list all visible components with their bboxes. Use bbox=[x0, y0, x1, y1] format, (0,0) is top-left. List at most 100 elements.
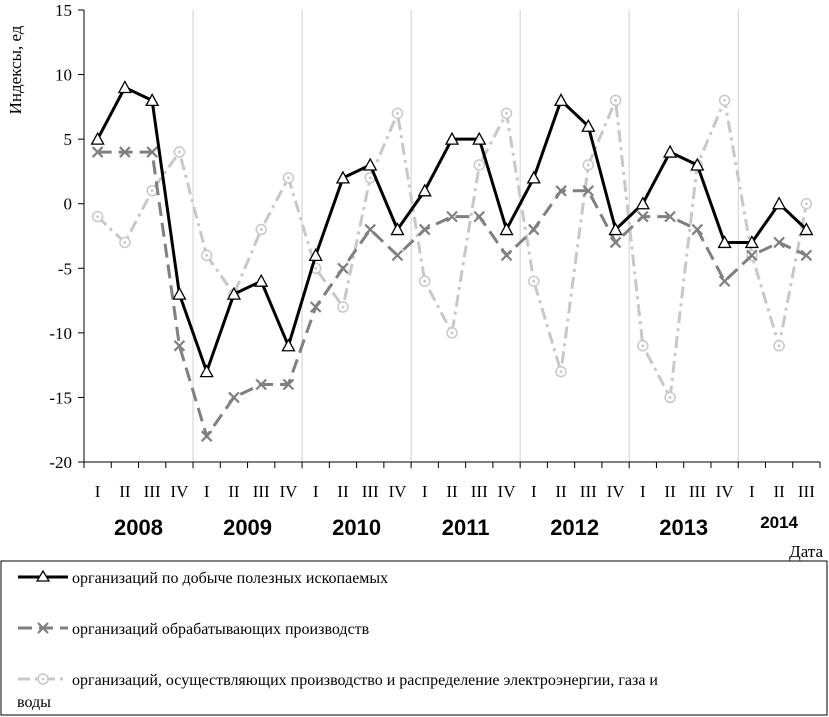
year-label: 2008 bbox=[114, 515, 163, 540]
data-point bbox=[691, 223, 704, 236]
data-point bbox=[308, 248, 323, 262]
data-point bbox=[690, 157, 705, 171]
x-tick-label: II bbox=[664, 482, 676, 501]
data-point bbox=[553, 93, 569, 107]
data-point bbox=[146, 146, 158, 158]
data-point bbox=[90, 131, 105, 145]
data-point bbox=[608, 222, 623, 236]
y-tick-label: -20 bbox=[49, 453, 72, 472]
data-point bbox=[255, 378, 267, 391]
data-point-center bbox=[314, 266, 318, 270]
data-point bbox=[364, 223, 376, 236]
data-point bbox=[226, 286, 242, 300]
data-point bbox=[528, 223, 540, 236]
data-point-center bbox=[341, 305, 345, 309]
y-axis-title: Индексы, ед bbox=[6, 25, 25, 114]
x-tick-label: II bbox=[119, 482, 131, 501]
x-tick-label: II bbox=[446, 482, 458, 501]
data-point-center bbox=[559, 370, 563, 373]
series-line bbox=[97, 150, 808, 438]
data-point bbox=[555, 185, 567, 197]
legend: организаций по добыче полезных ископаемы… bbox=[0, 560, 828, 716]
data-point bbox=[744, 235, 759, 249]
data-point-center bbox=[723, 99, 726, 102]
legend-label-utilities-line2: воды bbox=[17, 694, 51, 711]
y-tick-label: 5 bbox=[64, 130, 73, 149]
data-point bbox=[417, 183, 432, 197]
legend-marker-cross bbox=[37, 622, 49, 634]
x-tick-label: I bbox=[204, 482, 210, 501]
x-tick-label: IV bbox=[389, 482, 408, 501]
data-point bbox=[281, 338, 296, 352]
x-tick-label: I bbox=[422, 482, 428, 501]
data-point-center bbox=[586, 163, 590, 167]
data-point bbox=[472, 131, 487, 145]
data-point-center bbox=[205, 253, 209, 257]
x-tick-label: I bbox=[531, 482, 537, 501]
legend-marker-circle-dot bbox=[41, 677, 45, 681]
data-point bbox=[117, 80, 132, 94]
x-tick-label: II bbox=[228, 482, 240, 501]
data-point bbox=[309, 301, 322, 313]
data-point bbox=[664, 210, 676, 223]
data-point bbox=[282, 378, 295, 391]
year-label: 2011 bbox=[442, 515, 490, 540]
data-point-center bbox=[614, 99, 617, 102]
data-point bbox=[200, 430, 213, 442]
year-label: 2009 bbox=[223, 515, 272, 540]
data-point bbox=[145, 93, 160, 107]
x-tick-label: IV bbox=[498, 482, 517, 501]
data-point bbox=[635, 196, 650, 210]
y-tick-label: -5 bbox=[58, 259, 72, 278]
x-tick-label: II bbox=[773, 482, 785, 501]
data-point-center bbox=[178, 150, 181, 154]
series-triangle bbox=[90, 80, 814, 378]
legend-label-utilities: организаций, осуществляющих производство… bbox=[17, 672, 662, 711]
x-tick-label: IV bbox=[170, 482, 189, 501]
y-tick-label: 10 bbox=[55, 66, 72, 85]
data-point-center bbox=[150, 189, 154, 193]
data-point bbox=[637, 210, 649, 223]
data-point bbox=[446, 210, 458, 223]
data-point-center bbox=[368, 176, 372, 180]
data-point-center bbox=[477, 163, 481, 167]
x-axis-title: Дата bbox=[789, 542, 823, 561]
data-point bbox=[363, 157, 378, 171]
data-point-center bbox=[505, 111, 508, 115]
x-tick-label: III bbox=[798, 482, 815, 501]
y-tick-label: -15 bbox=[49, 388, 72, 407]
x-tick-label: II bbox=[555, 482, 567, 501]
data-point bbox=[746, 249, 758, 262]
x-tick-label: I bbox=[749, 482, 755, 501]
data-point-center bbox=[450, 331, 454, 335]
data-point bbox=[391, 249, 404, 262]
data-point bbox=[717, 235, 732, 249]
year-label: 2013 bbox=[659, 515, 708, 540]
x-tick-label: III bbox=[144, 482, 161, 501]
data-point-center bbox=[259, 228, 263, 231]
year-label: 2010 bbox=[332, 515, 381, 540]
year-label: 2012 bbox=[550, 515, 599, 540]
x-tick-label: III bbox=[580, 482, 597, 501]
data-point-center bbox=[96, 215, 100, 219]
data-point bbox=[800, 249, 813, 262]
data-point bbox=[773, 236, 785, 249]
data-point bbox=[335, 170, 351, 184]
legend-label-mining: организаций по добыче полезных ископаемы… bbox=[72, 570, 388, 587]
x-tick-label: III bbox=[362, 482, 379, 501]
data-point-center bbox=[123, 241, 127, 244]
y-tick-label: 15 bbox=[55, 1, 72, 20]
data-point-center bbox=[668, 396, 672, 399]
x-tick-label: II bbox=[337, 482, 349, 501]
data-point bbox=[254, 273, 269, 287]
data-point bbox=[390, 222, 405, 236]
data-point bbox=[500, 249, 513, 262]
legend-marker-triangle bbox=[35, 569, 51, 582]
data-point bbox=[772, 196, 787, 210]
data-point bbox=[662, 144, 678, 158]
data-point bbox=[119, 146, 131, 158]
data-point bbox=[418, 223, 431, 236]
x-tick-label: III bbox=[471, 482, 488, 501]
